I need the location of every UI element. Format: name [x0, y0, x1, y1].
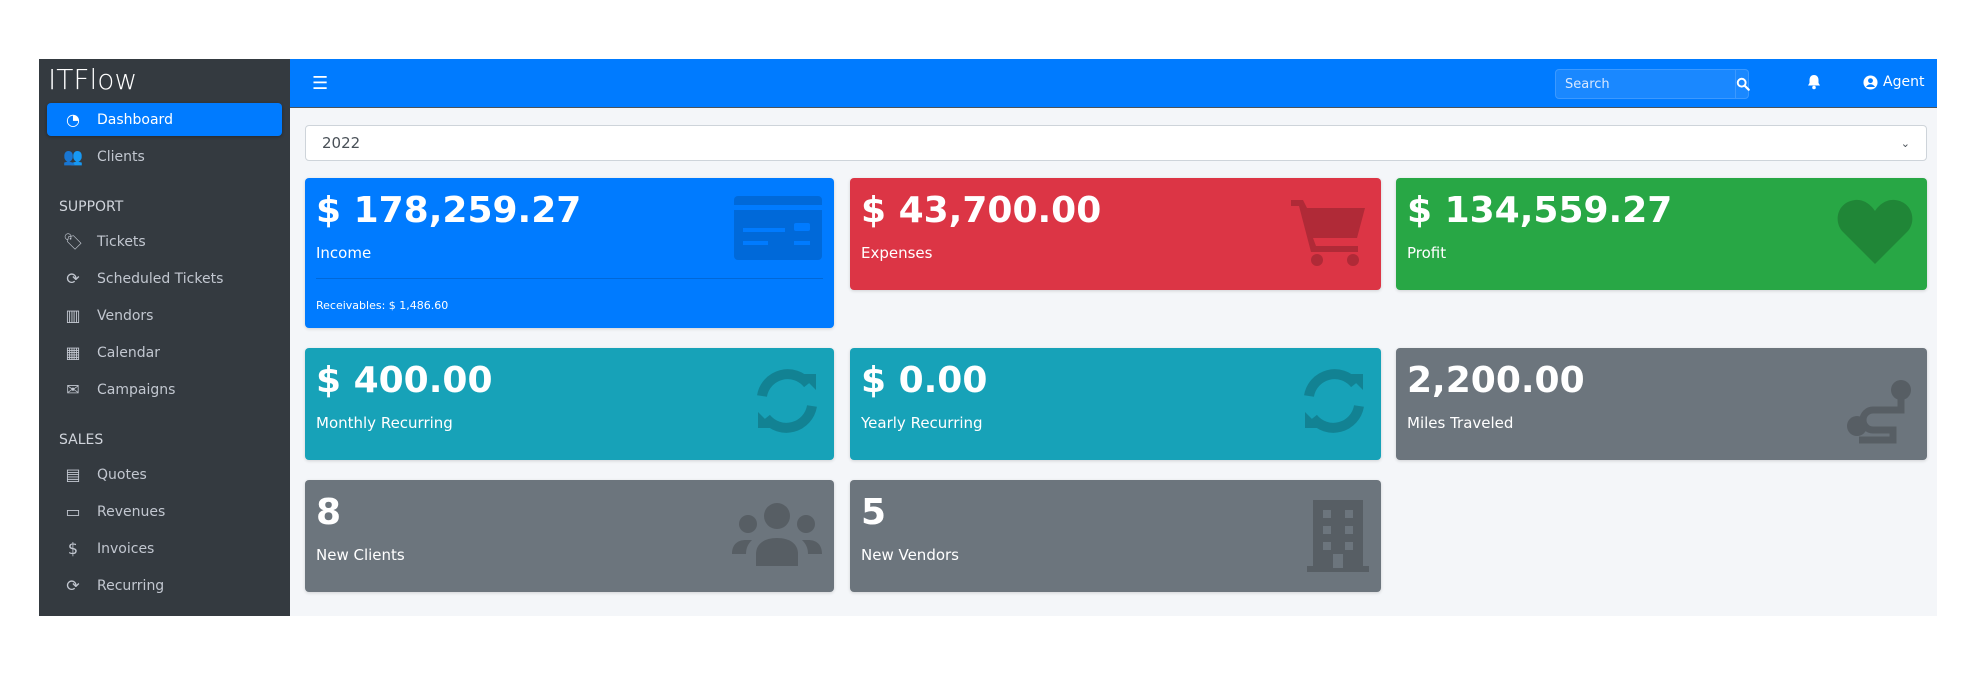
- sync-icon: ⟳: [66, 576, 80, 595]
- bell-icon: [1808, 75, 1820, 90]
- new-vendors-card[interactable]: 5 New Vendors: [850, 480, 1381, 592]
- search-input[interactable]: [1556, 70, 1735, 98]
- sidebar-item-label: Tickets: [97, 233, 146, 250]
- sync-icon: [757, 369, 817, 433]
- notifications-button[interactable]: [1807, 74, 1821, 94]
- heart-icon: [1837, 199, 1913, 264]
- income-card[interactable]: $ 178,259.27 Income Receivables: $ 1,486…: [305, 178, 834, 328]
- route-icon: [1847, 380, 1911, 444]
- sidebar-item-recurring[interactable]: ⟳ Recurring: [47, 569, 282, 602]
- year-select[interactable]: 2022 ⌄: [305, 125, 1927, 161]
- credit-card-icon: ▭: [65, 502, 81, 521]
- sidebar-item-label: Vendors: [97, 307, 154, 324]
- sidebar-item-revenues[interactable]: ▭ Revenues: [47, 495, 282, 528]
- year-select-value: 2022: [322, 134, 361, 152]
- expenses-card[interactable]: $ 43,700.00 Expenses: [850, 178, 1381, 290]
- building-icon: [1307, 500, 1369, 572]
- file-icon: ▤: [65, 465, 81, 484]
- receivables-footer: Receivables: $ 1,486.60: [316, 278, 823, 312]
- sidebar-item-label: Clients: [97, 148, 145, 165]
- tags-icon: 🏷: [62, 232, 84, 251]
- sidebar-item-label: Campaigns: [97, 381, 176, 398]
- dashboard-gauge-icon: ◔: [66, 110, 80, 129]
- sidebar-item-label: Recurring: [97, 577, 165, 594]
- miles-traveled-card[interactable]: 2,200.00 Miles Traveled: [1396, 348, 1927, 460]
- sidebar-item-label: Revenues: [97, 503, 166, 520]
- sidebar-item-scheduled-tickets[interactable]: ⟳ Scheduled Tickets: [47, 262, 282, 295]
- building-icon: ▥: [65, 306, 81, 325]
- new-vendors-value: 5: [861, 492, 887, 533]
- sidebar-header-support: SUPPORT: [59, 199, 124, 215]
- miles-traveled-label: Miles Traveled: [1407, 414, 1514, 432]
- sidebar-item-quotes[interactable]: ▤ Quotes: [47, 458, 282, 491]
- menu-toggle-icon[interactable]: ☰: [312, 73, 329, 94]
- main-content: 2022 ⌄ $ 178,259.27 Income Receivables: $…: [290, 108, 1937, 616]
- chevron-down-icon: ⌄: [1900, 136, 1910, 150]
- profit-label: Profit: [1407, 244, 1447, 262]
- yearly-recurring-card[interactable]: $ 0.00 Yearly Recurring: [850, 348, 1381, 460]
- sync-icon: ⟳: [66, 269, 80, 288]
- search-button[interactable]: [1735, 70, 1750, 98]
- sidebar-item-campaigns[interactable]: ✉ Campaigns: [47, 373, 282, 406]
- new-vendors-label: New Vendors: [861, 546, 959, 564]
- file-invoice-dollar-icon: $: [67, 539, 79, 558]
- income-label: Income: [316, 244, 372, 262]
- profit-card[interactable]: $ 134,559.27 Profit: [1396, 178, 1927, 290]
- sidebar-header-sales: SALES: [59, 432, 104, 448]
- brand-logo[interactable]: ITFlow: [48, 63, 138, 96]
- sidebar-item-tickets[interactable]: 🏷 Tickets: [47, 225, 282, 258]
- new-clients-label: New Clients: [316, 546, 405, 564]
- top-navbar: ☰ Agent: [290, 59, 1937, 108]
- new-clients-value: 8: [316, 492, 342, 533]
- profit-value: $ 134,559.27: [1407, 190, 1673, 231]
- monthly-recurring-label: Monthly Recurring: [316, 414, 453, 432]
- sidebar-item-dashboard[interactable]: ◔ Dashboard: [47, 103, 282, 136]
- calendar-icon: ▦: [65, 343, 81, 362]
- sidebar-item-clients[interactable]: 👥 Clients: [47, 140, 282, 173]
- search-icon: [1736, 77, 1750, 91]
- miles-traveled-value: 2,200.00: [1407, 360, 1585, 401]
- shopping-cart-icon: [1291, 200, 1365, 266]
- search-form: [1555, 69, 1750, 99]
- sidebar-item-label: Quotes: [97, 466, 147, 483]
- yearly-recurring-value: $ 0.00: [861, 360, 988, 401]
- sync-icon: [1304, 369, 1364, 433]
- sidebar-item-vendors[interactable]: ▥ Vendors: [47, 299, 282, 332]
- credit-card-icon: [734, 196, 822, 260]
- sidebar: ITFlow ◔ Dashboard 👥 Clients SUPPORT 🏷 Tick…: [39, 59, 290, 616]
- sidebar-item-invoices[interactable]: $ Invoices: [47, 532, 282, 565]
- expenses-value: $ 43,700.00: [861, 190, 1102, 231]
- sidebar-item-label: Scheduled Tickets: [97, 270, 224, 287]
- new-clients-card[interactable]: 8 New Clients: [305, 480, 834, 592]
- user-name: Agent: [1883, 74, 1925, 90]
- users-icon: [732, 503, 822, 566]
- envelope-icon: ✉: [66, 380, 80, 399]
- income-value: $ 178,259.27: [316, 190, 582, 231]
- sidebar-item-label: Dashboard: [97, 111, 173, 128]
- monthly-recurring-value: $ 400.00: [316, 360, 493, 401]
- sidebar-item-label: Calendar: [97, 344, 160, 361]
- user-circle-icon: [1863, 74, 1878, 90]
- monthly-recurring-card[interactable]: $ 400.00 Monthly Recurring: [305, 348, 834, 460]
- sidebar-item-calendar[interactable]: ▦ Calendar: [47, 336, 282, 369]
- yearly-recurring-label: Yearly Recurring: [861, 414, 983, 432]
- users-icon: 👥: [63, 147, 83, 166]
- expenses-label: Expenses: [861, 244, 933, 262]
- sidebar-item-label: Invoices: [97, 540, 155, 557]
- user-menu[interactable]: Agent: [1863, 74, 1924, 90]
